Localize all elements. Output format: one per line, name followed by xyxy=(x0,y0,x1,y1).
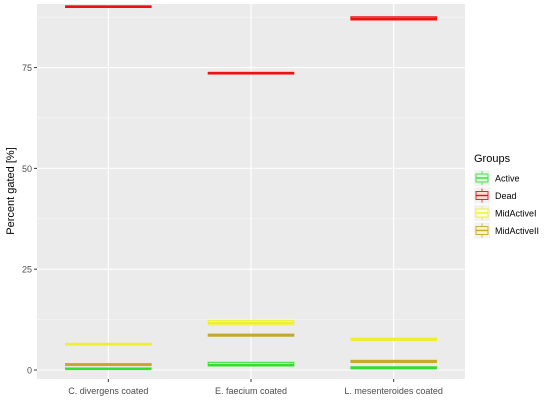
legend: Groups Active Dead MidActiveI MidActiveII xyxy=(474,153,539,239)
legend-label: Active xyxy=(495,174,520,184)
x-tick-label: E. faecium coated xyxy=(215,386,287,396)
legend-title: Groups xyxy=(474,153,511,165)
y-tick-label: 25 xyxy=(22,265,32,275)
legend-label: MidActiveII xyxy=(495,226,539,236)
axis-ticks: 0 25 50 75 C. divergens coated E. faecium coa… xyxy=(22,63,443,396)
box-marks xyxy=(65,5,437,371)
legend-label: Dead xyxy=(495,191,517,201)
y-tick-label: 50 xyxy=(22,164,32,174)
y-tick-label: 75 xyxy=(22,63,32,73)
grid-lines xyxy=(37,4,465,379)
y-axis-label: Percent gated [%] xyxy=(5,147,17,234)
y-tick-label: 0 xyxy=(27,366,32,376)
x-tick-label: L. mesenteroides coated xyxy=(344,386,443,396)
x-tick-label: C. divergens coated xyxy=(68,386,148,396)
legend-label: MidActiveI xyxy=(495,209,537,219)
